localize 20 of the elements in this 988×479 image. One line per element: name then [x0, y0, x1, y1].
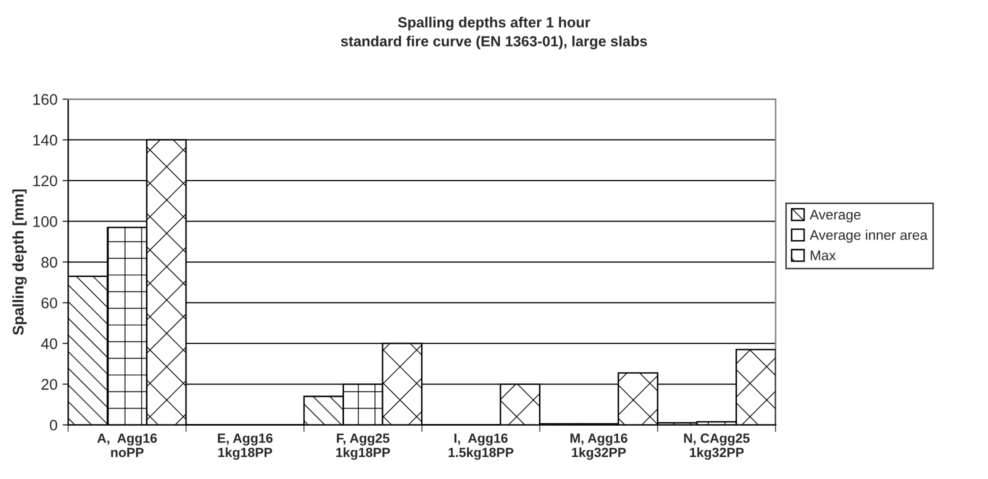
y-tick-label: 140 [33, 134, 58, 146]
legend-label: Average [810, 210, 861, 222]
y-tick-label: 160 [33, 94, 58, 105]
y-tick-label: 80 [41, 256, 58, 268]
x-tick-label: M, Agg16 1kg32PP [570, 433, 628, 460]
x-tick-label: F, Agg25 1kg18PP [336, 433, 390, 460]
y-axis-title: Spalling depth [mm] [12, 189, 27, 335]
x-tick-label: A, Agg16 noPP [97, 433, 157, 458]
legend-label: Average inner area [810, 230, 928, 243]
legend-label: Max [810, 250, 836, 260]
y-tick-label: 60 [42, 298, 58, 308]
y-tick-label: 20 [42, 379, 58, 390]
y-tick-label: 120 [33, 175, 58, 186]
y-tick-label: 40 [41, 338, 58, 350]
x-tick-label: I, Agg16 1.5kg18PP [448, 433, 514, 460]
chart-title: Spalling depths after 1 hour standard fire curve (EN 1363-01), large slabs [340, 16, 648, 50]
x-tick-label: E, Agg16 1kg18PP [218, 433, 273, 460]
x-tick-label: N, CAgg25 1kg32PP [684, 433, 750, 460]
y-tick-label: 0 [50, 420, 58, 431]
y-tick-label: 100 [33, 216, 58, 227]
